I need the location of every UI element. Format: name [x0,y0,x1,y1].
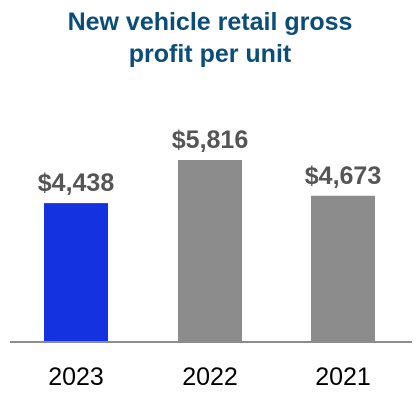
category-labels-group: 2023 2022 2021 [48,363,371,391]
category-label-2021: 2021 [315,363,371,391]
category-label-2022: 2022 [182,363,238,391]
value-label-2023: $4,438 [38,169,115,197]
category-label-2023: 2023 [48,363,104,391]
chart-title-line-2: profit per unit [128,40,292,68]
value-labels-group: $4,438 $5,816 $4,673 [38,126,381,197]
bar-2023 [44,203,108,342]
bar-2022 [178,160,242,342]
bars-group [44,160,375,342]
chart-title-line-1: New vehicle retail gross [67,8,353,36]
value-label-2022: $5,816 [172,126,248,154]
bar-2021 [311,195,375,342]
value-label-2021: $4,673 [305,162,381,190]
chart-title: New vehicle retail gross profit per unit [0,6,420,70]
